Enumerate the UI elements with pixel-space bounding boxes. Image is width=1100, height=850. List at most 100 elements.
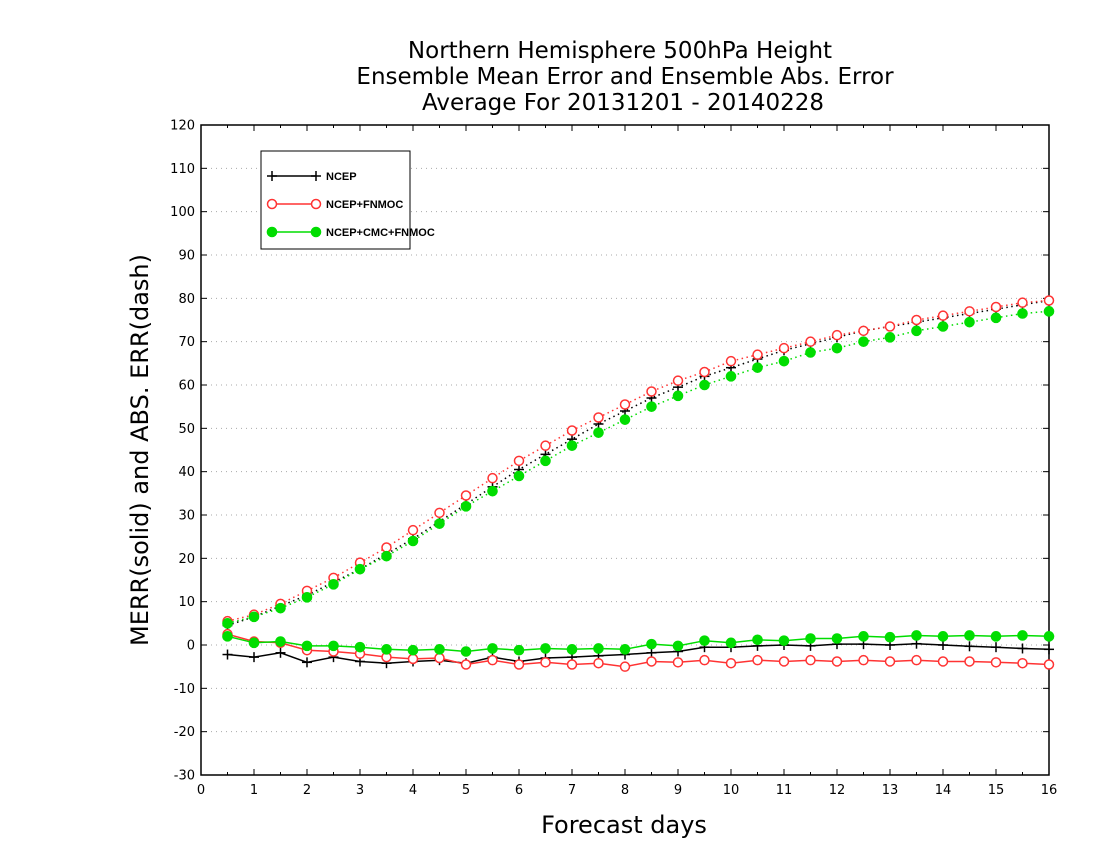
- x-tick-label: 12: [829, 783, 846, 798]
- legend-marker: [266, 198, 278, 210]
- data-point: [381, 550, 392, 562]
- data-point: [646, 647, 657, 658]
- data-point: [858, 325, 869, 337]
- data-point: [593, 427, 604, 438]
- legend-label: NCEP+CMC+FNMOC: [326, 227, 435, 239]
- y-tick-label: 60: [178, 379, 195, 394]
- data-point: [964, 316, 975, 328]
- y-tick-label: 110: [170, 162, 195, 177]
- legend-marker: [310, 226, 322, 238]
- data-point: [672, 640, 684, 652]
- y-tick-label: 20: [178, 552, 195, 567]
- data-point: [1043, 659, 1055, 670]
- data-point: [831, 342, 843, 354]
- data-point: [354, 641, 366, 653]
- data-point: [831, 329, 843, 341]
- data-point: [778, 342, 790, 354]
- legend-marker: [266, 226, 278, 238]
- x-tick-label: 11: [776, 783, 793, 798]
- data-point: [990, 312, 1002, 324]
- x-tick-label: 4: [409, 783, 417, 798]
- data-point: [990, 657, 1002, 668]
- data-point: [540, 643, 551, 654]
- data-point: [911, 654, 922, 666]
- data-point: [1017, 630, 1028, 641]
- legend-entry-1: NCEP+FNMOC: [266, 198, 403, 211]
- legend-entry-0: NCEP: [267, 171, 357, 183]
- legend-label: NCEP+FNMOC: [326, 199, 403, 211]
- data-point: [593, 643, 604, 654]
- x-tick-label: 9: [674, 783, 682, 798]
- data-point: [699, 366, 710, 378]
- data-point: [222, 649, 233, 660]
- x-tick-label: 3: [356, 783, 364, 798]
- data-point: [302, 657, 312, 668]
- data-point: [1043, 295, 1055, 306]
- data-point: [805, 336, 816, 347]
- data-point: [566, 644, 578, 655]
- data-point: [1043, 306, 1055, 317]
- data-point: [672, 390, 684, 402]
- x-axis-label: Forecast days: [541, 811, 707, 839]
- data-point: [858, 654, 869, 666]
- data-point: [699, 379, 710, 391]
- data-point: [831, 633, 843, 644]
- data-point: [911, 314, 922, 326]
- data-point: [407, 535, 419, 547]
- data-point: [911, 630, 922, 641]
- data-point: [593, 412, 604, 423]
- data-point: [407, 644, 419, 656]
- data-point: [248, 637, 260, 649]
- data-point: [752, 362, 763, 373]
- data-point: [513, 470, 525, 482]
- data-point: [222, 618, 233, 629]
- series-line: [227, 633, 1050, 668]
- data-point: [1017, 308, 1028, 319]
- data-point: [884, 631, 896, 643]
- data-point: [248, 611, 260, 623]
- data-point: [1017, 643, 1028, 654]
- y-tick-label: 90: [178, 249, 195, 264]
- chart-title-line-1: Northern Hemisphere 500hPa Height: [408, 38, 832, 64]
- chart-title-line-2: Ensemble Mean Error and Ensemble Abs. Er…: [356, 64, 894, 90]
- data-point: [672, 375, 684, 386]
- data-point: [725, 657, 737, 669]
- data-point: [964, 306, 975, 317]
- data-point: [990, 631, 1002, 642]
- y-tick-label: 100: [170, 205, 195, 220]
- data-point: [460, 646, 472, 657]
- data-point: [275, 636, 286, 647]
- data-point: [513, 644, 525, 656]
- x-tick-label: 15: [988, 783, 1005, 798]
- x-tick-label: 6: [515, 783, 523, 798]
- data-point: [593, 657, 604, 669]
- x-tick-label: 8: [621, 783, 629, 798]
- data-point: [566, 425, 578, 436]
- data-point: [328, 640, 339, 652]
- data-point: [884, 332, 896, 343]
- data-point: [434, 644, 445, 655]
- x-tick-label: 1: [250, 783, 258, 798]
- data-point: [964, 656, 975, 667]
- data-point: [540, 440, 551, 451]
- series-abs_err-1: [222, 295, 1055, 627]
- series-line: [227, 299, 1050, 622]
- data-point: [938, 640, 948, 650]
- x-tick-label: 16: [1041, 783, 1058, 798]
- data-point: [752, 349, 763, 360]
- data-point: [937, 631, 949, 642]
- data-point: [778, 355, 790, 367]
- data-point: [805, 633, 816, 644]
- data-point: [646, 656, 657, 667]
- data-point: [699, 635, 710, 646]
- data-point: [354, 563, 366, 575]
- legend-label: NCEP: [326, 171, 357, 183]
- data-point: [1043, 631, 1055, 642]
- data-point: [725, 637, 737, 649]
- legend-entry-2: NCEP+CMC+FNMOC: [266, 226, 435, 239]
- data-point: [1017, 297, 1028, 308]
- series-merr-1: [222, 628, 1055, 672]
- y-tick-label: -20: [174, 725, 195, 740]
